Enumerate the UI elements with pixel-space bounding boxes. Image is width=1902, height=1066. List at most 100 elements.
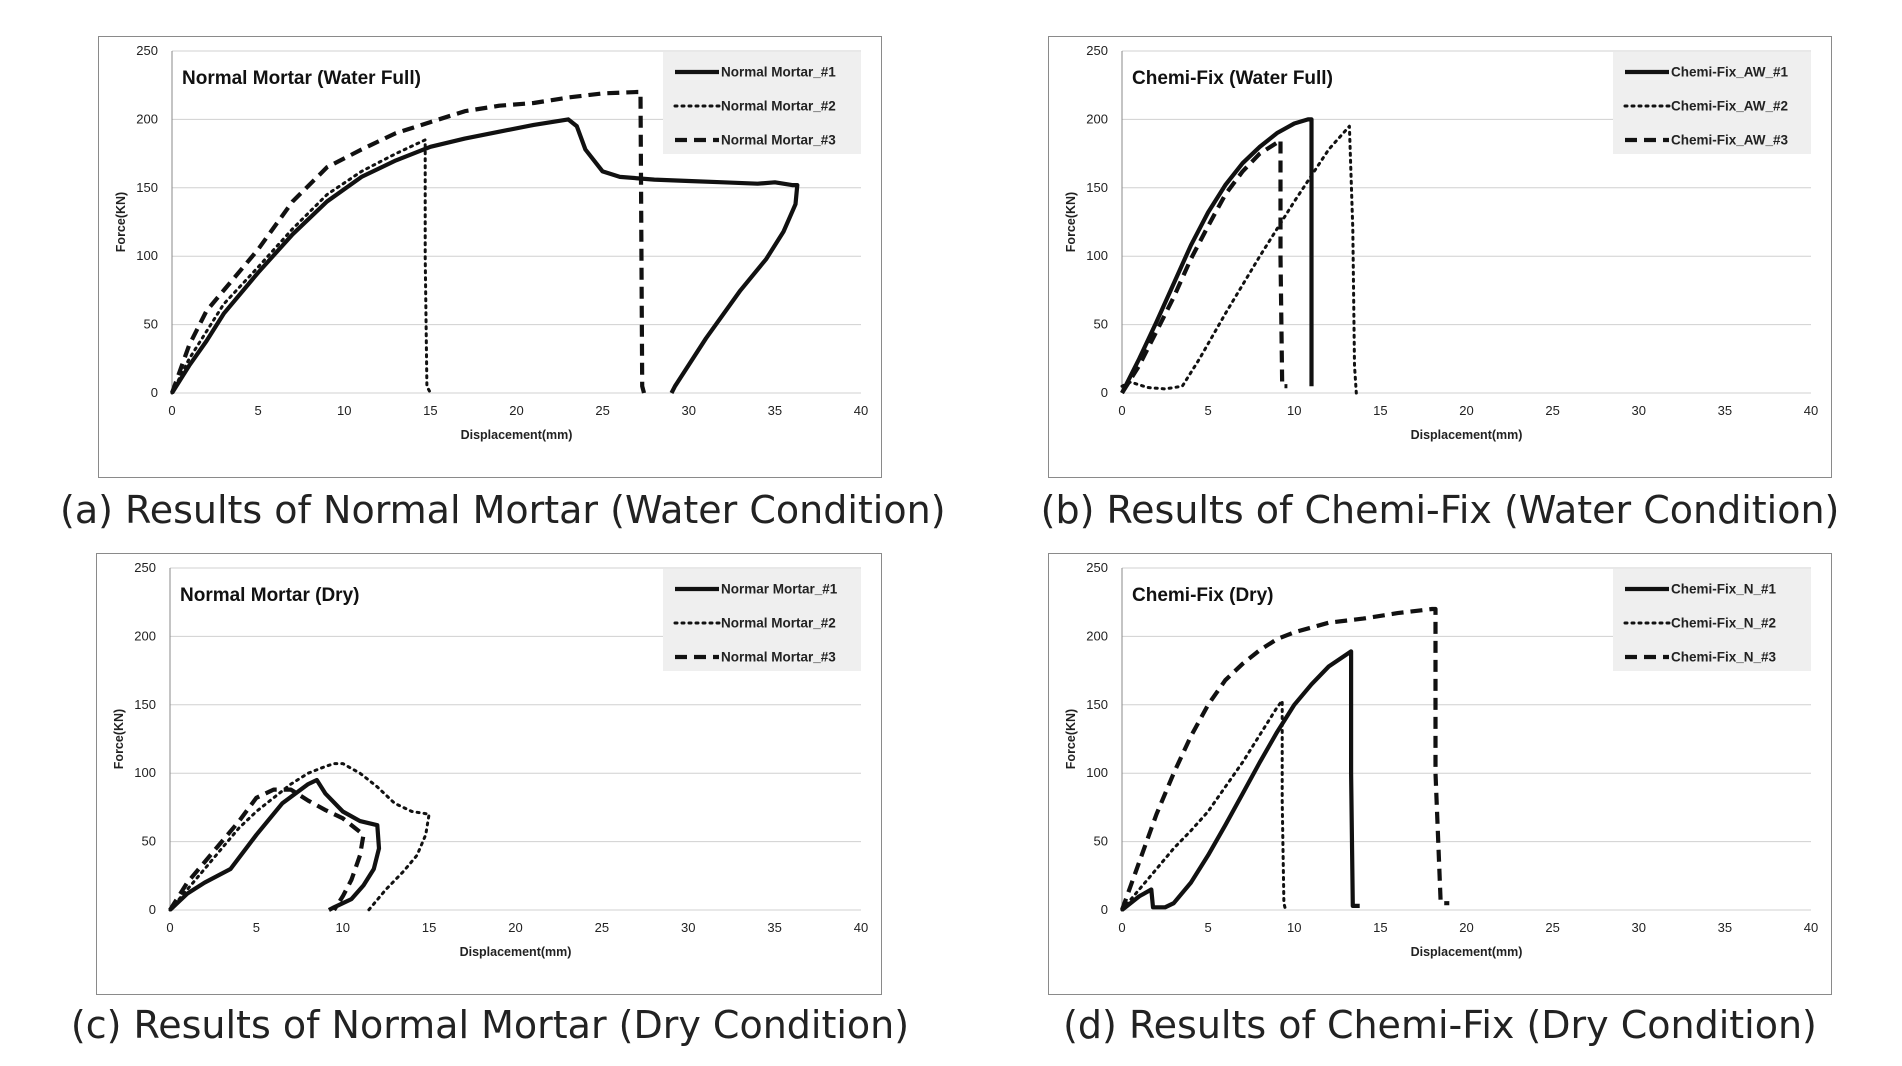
legend-label-2: Normal Mortar_#2 — [721, 99, 836, 114]
x-tick-label: 30 — [681, 920, 695, 935]
chart-panel-b: 0 50 100 150 200 250 0 5 10 15 20 25 30 35 40 Displacem… — [1048, 36, 1832, 478]
legend-label-1: Chemi-Fix_N_#1 — [1671, 582, 1777, 597]
x-tick-label: 10 — [336, 920, 350, 935]
y-tick-label: 100 — [134, 765, 156, 780]
x-tick-label: 0 — [166, 920, 173, 935]
legend-box — [663, 569, 861, 671]
x-tick-label: 15 — [422, 920, 436, 935]
y-tick-label: 150 — [136, 180, 158, 195]
caption-d: (d) Results of Chemi-Fix (Dry Condition) — [1063, 1003, 1817, 1047]
y-tick-label: 250 — [136, 43, 158, 58]
x-tick-label: 25 — [595, 920, 609, 935]
x-tick-label: 30 — [682, 403, 696, 418]
caption-a: (a) Results of Normal Mortar (Water Cond… — [60, 488, 946, 532]
x-tick-label: 20 — [509, 403, 523, 418]
y-tick-label: 0 — [1101, 385, 1108, 400]
chart-title: Chemi-Fix (Dry) — [1132, 585, 1273, 606]
chart-svg-d: 0 50 100 150 200 250 0 5 10 15 20 25 30 35 40 Displacem… — [1064, 560, 1818, 959]
y-tick-label: 100 — [136, 248, 158, 263]
series-line-1 — [1120, 117, 1314, 394]
legend-box — [1613, 52, 1811, 154]
series-line-3 — [170, 89, 647, 394]
chart-title: Normal Mortar (Water Full) — [182, 68, 421, 89]
x-tick-label: 15 — [1373, 403, 1387, 418]
x-tick-label: 25 — [1545, 920, 1559, 935]
legend-label-3: Chemi-Fix_AW_#3 — [1671, 133, 1789, 148]
series-line-3 — [1120, 606, 1450, 911]
y-tick-label: 0 — [1101, 902, 1108, 917]
series-line-1 — [1120, 649, 1360, 912]
series-line-1 — [170, 117, 800, 395]
series-line-2 — [1120, 699, 1288, 912]
x-tick-label: 35 — [768, 403, 782, 418]
x-tick-label: 20 — [1459, 920, 1473, 935]
y-tick-label: 100 — [1086, 765, 1108, 780]
x-tick-label: 30 — [1632, 403, 1646, 418]
y-tick-label: 50 — [142, 834, 156, 849]
x-tick-label: 15 — [1373, 920, 1387, 935]
legend-label-2: Chemi-Fix_AW_#2 — [1671, 99, 1788, 114]
y-tick-label: 150 — [1086, 697, 1108, 712]
legend-box — [663, 52, 861, 154]
x-tick-label: 40 — [854, 403, 868, 418]
x-tick-label: 0 — [1118, 403, 1125, 418]
y-axis-label: Force(KN) — [114, 192, 128, 252]
x-tick-label: 5 — [1205, 403, 1212, 418]
chart-title: Chemi-Fix (Water Full) — [1132, 68, 1333, 89]
x-axis-label: Displacement(mm) — [1411, 428, 1523, 442]
x-tick-label: 10 — [1287, 403, 1301, 418]
legend-label-2: Chemi-Fix_N_#2 — [1671, 616, 1776, 631]
x-tick-label: 35 — [767, 920, 781, 935]
y-tick-label: 0 — [151, 385, 158, 400]
series-line-3 — [1120, 137, 1288, 395]
chart-svg-a: 0 50 100 150 200 250 0 5 10 15 20 25 30 35 40 Displacem… — [114, 43, 868, 442]
series-line-2 — [1120, 124, 1358, 395]
y-tick-label: 200 — [1086, 628, 1108, 643]
x-tick-label: 25 — [595, 403, 609, 418]
y-tick-label: 0 — [149, 902, 156, 917]
x-tick-label: 30 — [1632, 920, 1646, 935]
legend-label-3: Chemi-Fix_N_#3 — [1671, 650, 1777, 665]
y-tick-label: 50 — [1094, 317, 1108, 332]
caption-b: (b) Results of Chemi-Fix (Water Conditio… — [1040, 488, 1840, 532]
y-tick-label: 200 — [134, 628, 156, 643]
series-line-2 — [168, 762, 431, 912]
y-tick-label: 200 — [136, 111, 158, 126]
x-tick-label: 5 — [255, 403, 262, 418]
legend-label-1: Chemi-Fix_AW_#1 — [1671, 65, 1789, 80]
chart-panel-a: 0 50 100 150 200 250 0 5 10 15 20 25 30 35 40 Displacem… — [98, 36, 882, 478]
x-tick-label: 20 — [508, 920, 522, 935]
y-tick-label: 250 — [1086, 43, 1108, 58]
chart-panel-c: 0 50 100 150 200 250 0 5 10 15 20 25 30 35 40 Displacem… — [96, 553, 882, 995]
y-tick-label: 100 — [1086, 248, 1108, 263]
x-axis-label: Displacement(mm) — [1411, 945, 1523, 959]
chart-svg-b: 0 50 100 150 200 250 0 5 10 15 20 25 30 35 40 Displacem… — [1064, 43, 1818, 442]
caption-c: (c) Results of Normal Mortar (Dry Condit… — [70, 1003, 910, 1047]
x-tick-label: 35 — [1718, 920, 1732, 935]
chart-panel-d: 0 50 100 150 200 250 0 5 10 15 20 25 30 35 40 Displacem… — [1048, 553, 1832, 995]
y-tick-label: 250 — [134, 560, 156, 575]
y-tick-label: 200 — [1086, 111, 1108, 126]
y-tick-label: 50 — [1094, 834, 1108, 849]
y-tick-label: 50 — [144, 317, 158, 332]
x-tick-label: 10 — [337, 403, 351, 418]
y-axis-label: Force(KN) — [1064, 192, 1078, 252]
x-tick-label: 40 — [1804, 920, 1818, 935]
x-tick-label: 15 — [423, 403, 437, 418]
y-tick-label: 250 — [1086, 560, 1108, 575]
x-tick-label: 20 — [1459, 403, 1473, 418]
y-axis-label: Force(KN) — [1064, 709, 1078, 769]
x-axis-label: Displacement(mm) — [460, 945, 572, 959]
y-tick-label: 150 — [134, 697, 156, 712]
legend-label-3: Normal Mortar_#3 — [721, 133, 836, 148]
x-tick-label: 25 — [1545, 403, 1559, 418]
series-line-1 — [168, 777, 382, 912]
legend-label-1: Normal Mortar_#1 — [721, 65, 836, 80]
legend-box — [1613, 569, 1811, 671]
x-tick-label: 40 — [1804, 403, 1818, 418]
x-tick-label: 10 — [1287, 920, 1301, 935]
legend-label-3: Normal Mortar_#3 — [721, 650, 836, 665]
x-tick-label: 0 — [168, 403, 175, 418]
series-line-3 — [168, 787, 366, 912]
chart-title: Normal Mortar (Dry) — [180, 585, 359, 606]
